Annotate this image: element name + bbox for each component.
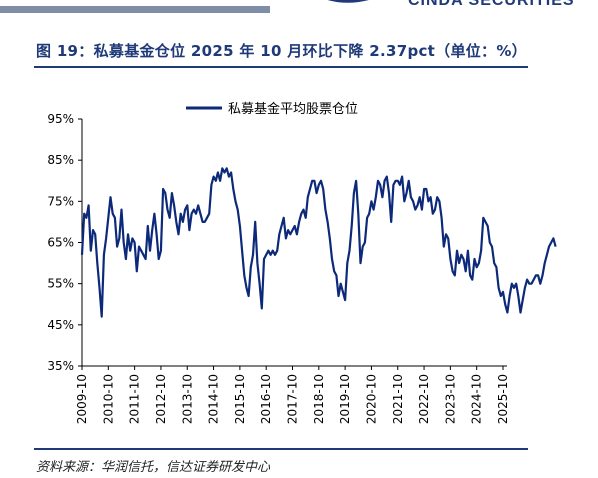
- legend-label: 私募基金平均股票仓位: [228, 101, 358, 117]
- x-tick-label: 2018-10: [312, 374, 326, 424]
- x-tick-label: 2009-10: [75, 374, 89, 424]
- x-tick-label: 2011-10: [128, 374, 142, 424]
- x-tick-label: 2010-10: [101, 374, 115, 424]
- chart-area: 35% 45% 55% 65% 75% 85% 95% 2009-10 2010-10 2011-…: [0, 80, 598, 450]
- x-tick-label: 2024-10: [470, 374, 484, 424]
- source-note: 资料来源：华润信托，信达证券研发中心: [36, 460, 271, 475]
- x-tick-label: 2021-10: [391, 374, 405, 424]
- brand-text: CINDA SECURITIES: [408, 0, 575, 9]
- x-tick-label: 2013-10: [180, 374, 194, 424]
- x-tick-label: 2012-10: [154, 374, 168, 424]
- x-tick-label: 2016-10: [259, 374, 273, 424]
- y-tick-label: 35%: [47, 359, 74, 373]
- header-accent-bar: [0, 6, 270, 13]
- title-divider: [34, 66, 528, 68]
- x-tick-label: 2017-10: [286, 374, 300, 424]
- x-tick-label: 2020-10: [364, 374, 378, 424]
- brand-logo-icon: [327, 0, 369, 3]
- x-tick-label: 2022-10: [417, 374, 431, 424]
- y-tick-label: 85%: [47, 153, 74, 167]
- y-tick-label: 55%: [47, 277, 74, 291]
- y-tick-label: 95%: [47, 112, 74, 126]
- x-tick-label: 2014-10: [207, 374, 221, 424]
- figure-title: 图 19：私募基金仓位 2025 年 10 月环比下降 2.37pct（单位：%…: [36, 42, 527, 60]
- x-tick-label: 2015-10: [233, 374, 247, 424]
- x-tick-label: 2023-10: [443, 374, 457, 424]
- y-tick-label: 75%: [47, 194, 74, 208]
- bottom-divider: [34, 448, 528, 450]
- x-tick-label: 2019-10: [338, 374, 352, 424]
- series-line-private-fund-position: [80, 167, 557, 318]
- y-tick-label: 45%: [47, 318, 74, 332]
- x-tick-label: 2025-10: [496, 374, 510, 424]
- y-tick-label: 65%: [47, 236, 74, 250]
- line-chart: 35% 45% 55% 65% 75% 85% 95% 2009-10 2010-10 2011-…: [47, 101, 557, 424]
